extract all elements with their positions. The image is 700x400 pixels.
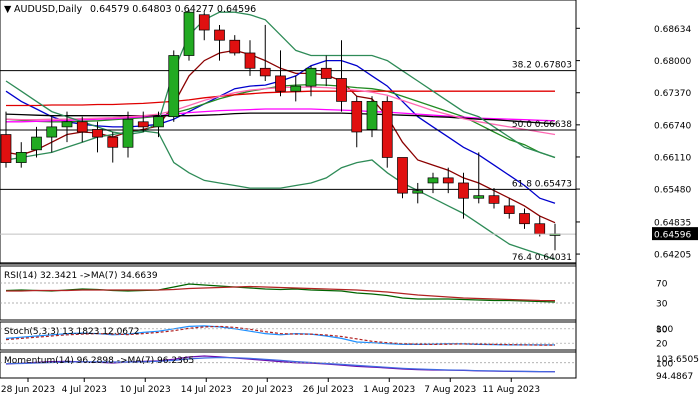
price-tick-label: 0.68634 — [654, 25, 691, 35]
date-tick-label: 4 Jul 2023 — [62, 385, 107, 395]
candle-body — [519, 213, 530, 225]
candle-body — [397, 157, 408, 194]
date-tick-label: 28 Jun 2023 — [1, 385, 55, 395]
overlay-line — [6, 108, 556, 123]
momentum-label: Momentum(14) 96.2898 ->MA(7) 96.2365 — [4, 356, 194, 366]
candle-body — [0, 134, 12, 163]
panel-axis-label: 30 — [656, 300, 668, 310]
header-arrow-icon: ▼ — [4, 4, 12, 15]
price-tick-label: 0.64205 — [654, 251, 691, 261]
candle-body — [61, 121, 73, 128]
rsi-panel[interactable] — [0, 265, 577, 321]
price-tick-label: 0.66110 — [654, 153, 691, 163]
candle-body — [290, 85, 302, 92]
fib-level-label: 61.8 0.65473 — [512, 179, 572, 189]
price-axis: 0.68634 0.68000 0.67370 0.66740 0.66110 0.654… — [0, 0, 698, 378]
current-price-label: 0.64596 — [654, 231, 691, 241]
candle-body — [366, 101, 378, 130]
panel-axis-label: 94.4867 — [656, 372, 693, 382]
date-tick-label: 11 Aug 2023 — [482, 385, 540, 395]
rsi-lines — [0, 282, 576, 304]
date-tick-label: 1 Aug 2023 — [363, 385, 415, 395]
rsi-axis: 70 30 — [656, 280, 668, 310]
candle-body — [15, 152, 27, 163]
candle-body — [153, 116, 164, 128]
momentum-lines — [0, 355, 576, 373]
price-tick-label: 0.68000 — [654, 57, 691, 67]
current-price-box — [652, 227, 698, 241]
chart-header: ▼ AUDUSD,Daily 0.64579 0.64803 0.64277 0… — [4, 4, 256, 15]
candle-body — [229, 39, 241, 54]
candle-body — [92, 129, 103, 138]
candle-body — [381, 101, 393, 158]
candle-body — [168, 55, 180, 118]
fib-level-label: 76.4 0.64031 — [512, 253, 572, 263]
candle-body — [458, 182, 469, 199]
date-axis: 28 Jun 2023 4 Jul 2023 10 Jul 2023 14 Jul 2… — [1, 378, 540, 395]
panel-axis-label: 70 — [656, 280, 668, 290]
candle-body — [442, 177, 454, 184]
candle-body — [473, 195, 485, 199]
date-tick-label: 7 Aug 2023 — [424, 385, 476, 395]
stoch-panel[interactable] — [0, 321, 577, 351]
symbol-label: AUDUSD,Daily — [14, 4, 83, 15]
rsi-label: RSI(14) 32.3421 ->MA(7) 34.6639 — [4, 271, 158, 281]
date-tick-label: 20 Jul 2023 — [242, 385, 293, 395]
panel-axis-label: 20 — [656, 340, 668, 350]
momentum-panel[interactable] — [0, 351, 577, 379]
date-tick-label: 10 Jul 2023 — [120, 385, 171, 395]
panel-axis-label: 100 — [656, 325, 673, 335]
candle-body — [534, 223, 546, 235]
momentum-ma-line — [5, 356, 556, 373]
candle-body — [244, 52, 256, 69]
price-tick-label: 0.64835 — [654, 218, 691, 228]
candle-body — [183, 11, 195, 56]
candle-body — [336, 78, 347, 102]
candle-body — [198, 14, 210, 31]
panel-axis-label: 103.6505 — [656, 355, 699, 365]
stoch-lines — [0, 325, 576, 346]
candle-body — [122, 118, 134, 148]
rsi-ma-line — [6, 285, 556, 302]
candle-body — [137, 121, 149, 128]
candle-body — [31, 136, 42, 151]
candle-body — [46, 126, 58, 138]
fibonacci-levels: 38.2 0.67803 50.0 0.66638 61.8 0.65473 76.4… — [0, 61, 576, 264]
price-tick-label: 0.67370 — [654, 89, 691, 99]
fib-level-label: 50.0 0.66638 — [512, 120, 572, 130]
price-tick-label: 0.66740 — [654, 121, 691, 131]
candles — [0, 9, 561, 251]
candle-body — [412, 190, 424, 194]
panel-axis-label: 80 — [656, 325, 668, 335]
candle-body — [107, 136, 119, 148]
price-tick-label: 0.65480 — [654, 186, 691, 196]
candle-body — [427, 177, 439, 184]
candle-body — [305, 67, 317, 87]
stoch-d-line — [5, 325, 555, 346]
date-tick-label: 26 Jul 2023 — [303, 385, 354, 395]
fib-level-label: 38.2 0.67803 — [512, 61, 572, 71]
candle-body — [259, 67, 271, 77]
ohlc-values: 0.64579 0.64803 0.64277 0.64596 — [90, 4, 256, 15]
candle-body — [214, 29, 225, 41]
candle-body — [488, 195, 500, 204]
candle-body — [320, 67, 332, 79]
stoch-label: Stoch(5,3,3) 13.1823 12.0672 — [4, 327, 139, 337]
candle-body — [503, 205, 515, 214]
candle-body — [351, 101, 363, 133]
candle-body — [275, 75, 286, 92]
date-tick-label: 14 Jul 2023 — [181, 385, 232, 395]
candle-body — [76, 121, 88, 133]
panel-axis-label: 100 — [656, 359, 673, 369]
